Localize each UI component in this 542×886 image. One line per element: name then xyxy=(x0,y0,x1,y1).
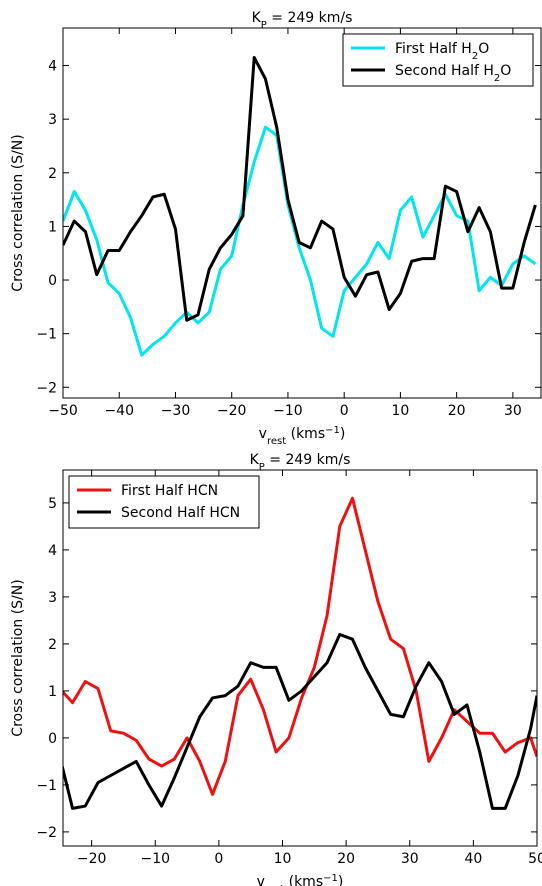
y-tick-label: 2 xyxy=(48,637,57,653)
legend-label: Second Half H2O xyxy=(395,63,511,84)
x-tick-label: −40 xyxy=(104,403,134,419)
legend-label-part: Second Half H xyxy=(395,63,494,79)
series-line xyxy=(63,125,537,357)
x-tick-label: 20 xyxy=(337,851,355,867)
x-tick-label: 0 xyxy=(214,851,223,867)
y-tick-label: −1 xyxy=(36,327,57,343)
x-tick-label: 20 xyxy=(448,403,466,419)
chart-title: KP = 249 km/s xyxy=(252,10,353,31)
legend-label: First Half H2O xyxy=(395,41,489,62)
x-tick-label: −10 xyxy=(140,851,170,867)
x-axis-label-part: v xyxy=(257,874,265,886)
x-axis-label-part: −1 xyxy=(325,425,340,436)
x-axis-label-part: (kms xyxy=(286,426,325,442)
y-axis-label-part: Cross correlation (S/N) xyxy=(10,579,26,736)
legend-label-part: Second Half HCN xyxy=(121,505,240,521)
y-tick-label: 3 xyxy=(48,590,57,606)
y-tick-label: 1 xyxy=(48,684,57,700)
x-axis-label-part: v xyxy=(259,426,267,442)
x-tick-label: 0 xyxy=(340,403,349,419)
x-axis-label: vrest (kms−1) xyxy=(259,425,346,447)
legend-label: Second Half HCN xyxy=(121,505,240,521)
legend-label-part: First Half H xyxy=(395,41,472,57)
x-axis-label-part: −1 xyxy=(323,873,338,884)
legend-box xyxy=(68,475,260,529)
y-tick-label: −1 xyxy=(36,778,57,794)
x-axis-label: vrest (kms−1) xyxy=(257,873,344,886)
x-axis-label-part: ) xyxy=(338,874,343,886)
y-tick-label: 3 xyxy=(48,112,57,128)
y-axis-label: Cross correlation (S/N) xyxy=(10,579,26,736)
y-tick-label: 4 xyxy=(48,543,57,559)
x-tick-label: 30 xyxy=(401,851,419,867)
x-tick-label: 40 xyxy=(464,851,482,867)
axes-frame xyxy=(62,469,538,847)
chart-title-part: K xyxy=(252,10,262,26)
x-tick-label: −10 xyxy=(273,403,303,419)
chart-title-part: P xyxy=(259,462,265,473)
y-tick-label: 2 xyxy=(48,166,57,182)
x-axis-label-part: (kms xyxy=(284,874,323,886)
legend-label-part: 2 xyxy=(472,51,478,62)
y-tick-label: 4 xyxy=(48,59,57,75)
y-axis-label: Cross correlation (S/N) xyxy=(10,134,26,291)
y-tick-label: 5 xyxy=(48,496,57,512)
axes-frame xyxy=(62,27,542,399)
y-tick-label: −2 xyxy=(36,380,57,396)
plot-area xyxy=(63,496,537,810)
plot-area xyxy=(63,55,537,357)
x-tick-label: 10 xyxy=(391,403,409,419)
legend-label-part: O xyxy=(500,63,511,79)
chart-title-part: P xyxy=(261,20,267,31)
chart-title-part: = 249 km/s xyxy=(265,452,351,468)
x-tick-label: 10 xyxy=(274,851,292,867)
chart-title-part: K xyxy=(250,452,260,468)
x-axis-label-part: rest xyxy=(265,884,284,886)
y-tick-label: 1 xyxy=(48,219,57,235)
series-line xyxy=(63,496,537,796)
legend-box xyxy=(342,33,534,87)
legend-label-part: O xyxy=(478,41,489,57)
x-tick-label: 30 xyxy=(504,403,522,419)
chart-title-part: = 249 km/s xyxy=(267,10,353,26)
series-line xyxy=(63,55,537,322)
x-tick-label: −20 xyxy=(77,851,107,867)
x-axis-label-part: rest xyxy=(267,436,286,447)
x-tick-label: −20 xyxy=(217,403,247,419)
y-axis-label-part: Cross correlation (S/N) xyxy=(10,134,26,291)
series-line xyxy=(63,633,537,810)
x-tick-label: −30 xyxy=(161,403,191,419)
legend: First Half HCN Second Half HCN xyxy=(68,475,260,529)
x-axis-label-part: ) xyxy=(340,426,345,442)
legend-label: First Half HCN xyxy=(121,483,218,499)
legend-label-part: First Half HCN xyxy=(121,483,218,499)
y-tick-label: 0 xyxy=(48,273,57,289)
y-tick-label: 0 xyxy=(48,731,57,747)
chart-title: KP = 249 km/s xyxy=(250,452,351,473)
legend-label-part: 2 xyxy=(494,73,500,84)
x-tick-label: 50 xyxy=(528,851,542,867)
y-tick-label: −2 xyxy=(36,825,57,841)
x-tick-label: −50 xyxy=(48,403,78,419)
